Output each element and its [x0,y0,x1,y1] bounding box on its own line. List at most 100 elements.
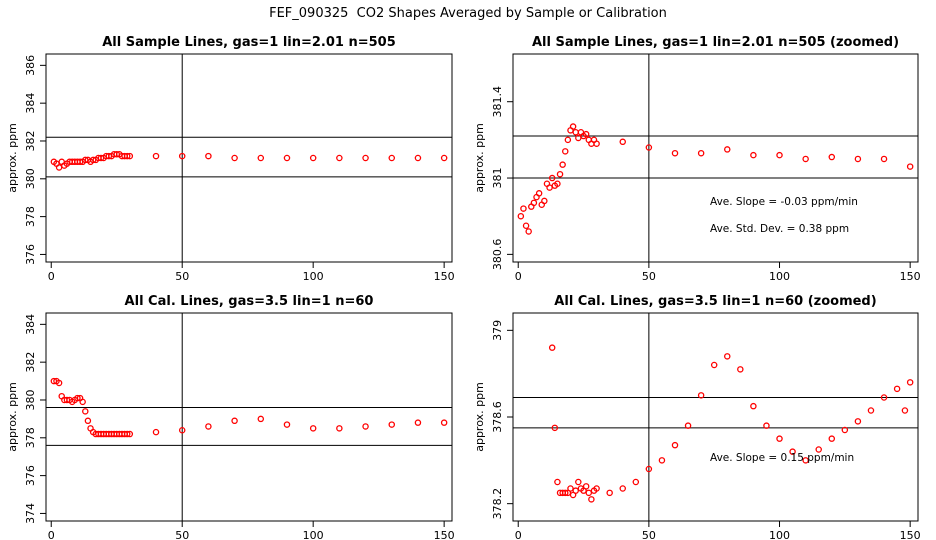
y-tick-label: 374 [24,503,37,524]
data-point [645,465,653,473]
data-point [79,398,86,406]
data-point [906,163,914,170]
x-tick-label: 0 [515,270,522,283]
data-point [74,394,81,402]
x-tick-label: 150 [434,270,455,283]
x-tick-label: 100 [769,529,790,540]
x-tick-label: 50 [642,270,656,283]
data-point [841,426,849,434]
y-tick-label: 378.2 [491,488,504,519]
data-point [84,417,92,425]
data-point [697,392,705,399]
data-point [815,446,822,453]
x-tick-label: 50 [175,270,189,283]
x-tick-label: 150 [900,270,921,283]
y-tick-label: 380 [24,389,37,410]
data-point [205,152,212,160]
data-point [710,361,718,369]
y-axis-label: approx. ppm [473,382,486,452]
data-point [854,418,862,425]
data-point [530,199,538,207]
data-point [257,154,265,162]
data-point [556,170,564,178]
data-point [123,430,131,438]
data-point [309,425,317,432]
data-point [126,430,134,438]
annotation-text: Ave. Std. Dev. = 0.38 ppm [710,223,849,235]
data-point [440,419,448,426]
data-point [55,379,63,387]
data-point [55,164,63,171]
y-tick-label: 384 [24,314,37,335]
data-point [82,408,89,415]
y-tick-label: 382 [24,130,37,151]
data-point [388,154,396,162]
data-point [588,496,595,503]
data-point [257,415,265,423]
y-tick-label: 376 [24,465,37,486]
data-point [551,424,559,432]
data-point [554,478,561,486]
data-point [309,154,317,162]
data-point [525,228,532,235]
data-point [522,222,530,229]
data-point [619,485,626,492]
data-point [671,149,679,157]
data-point [362,423,369,430]
y-tick-label: 381.4 [491,86,504,118]
x-tick-label: 100 [303,270,324,283]
y-tick-label: 380 [24,168,37,189]
data-point [414,419,422,426]
chart-panel-3: All Cal. Lines, gas=3.5 lin=1 n=60 0 50 100… [6,294,455,540]
data-point [737,366,744,373]
data-point [152,428,160,436]
y-tick-label: 380.6 [491,239,504,271]
x-tick-label: 150 [434,529,455,540]
data-point [564,136,572,144]
y-tick-label: 378 [24,206,37,227]
data-point [178,152,186,160]
chart-panel-2: All Sample Lines, gas=1 lin=2.01 n=505 (… [473,35,921,283]
data-point [776,151,783,159]
data-point [520,205,527,212]
data-point [572,487,579,494]
data-point [554,180,561,188]
data-point [440,154,448,162]
data-point [867,407,875,414]
y-tick-label: 378.6 [491,401,504,433]
annotation-text: Ave. Slope = -0.03 ppm/min [710,196,858,208]
data-point [828,153,836,161]
panel-title: All Sample Lines, gas=1 lin=2.01 n=505 [102,35,396,50]
data-point [645,144,653,151]
plot-frame [45,53,453,263]
y-axis-label: approx. ppm [6,123,19,193]
data-point [283,421,291,428]
data-point [802,155,809,163]
data-point [541,197,548,205]
data-point [205,423,212,430]
data-point [593,140,600,147]
y-tick-label: 378 [24,427,37,448]
x-tick-label: 100 [303,529,324,540]
data-point [575,478,582,486]
data-point [880,155,888,163]
data-point [231,417,238,425]
data-point [906,379,914,386]
x-tick-label: 150 [900,529,921,540]
data-point [776,435,783,442]
data-point [582,130,590,138]
data-point [750,402,757,410]
y-tick-label: 379 [491,320,504,341]
data-point [414,154,422,162]
y-tick-label: 382 [24,352,37,373]
data-point [789,448,796,455]
chart-panel-4: All Cal. Lines, gas=3.5 lin=1 n=60 (zoom… [473,294,921,540]
data-point [619,138,626,146]
data-point [632,478,640,486]
data-point [880,394,888,401]
data-point [535,190,543,197]
data-point [336,425,343,432]
data-point [562,148,569,155]
data-point [697,149,705,157]
data-point [585,489,593,497]
